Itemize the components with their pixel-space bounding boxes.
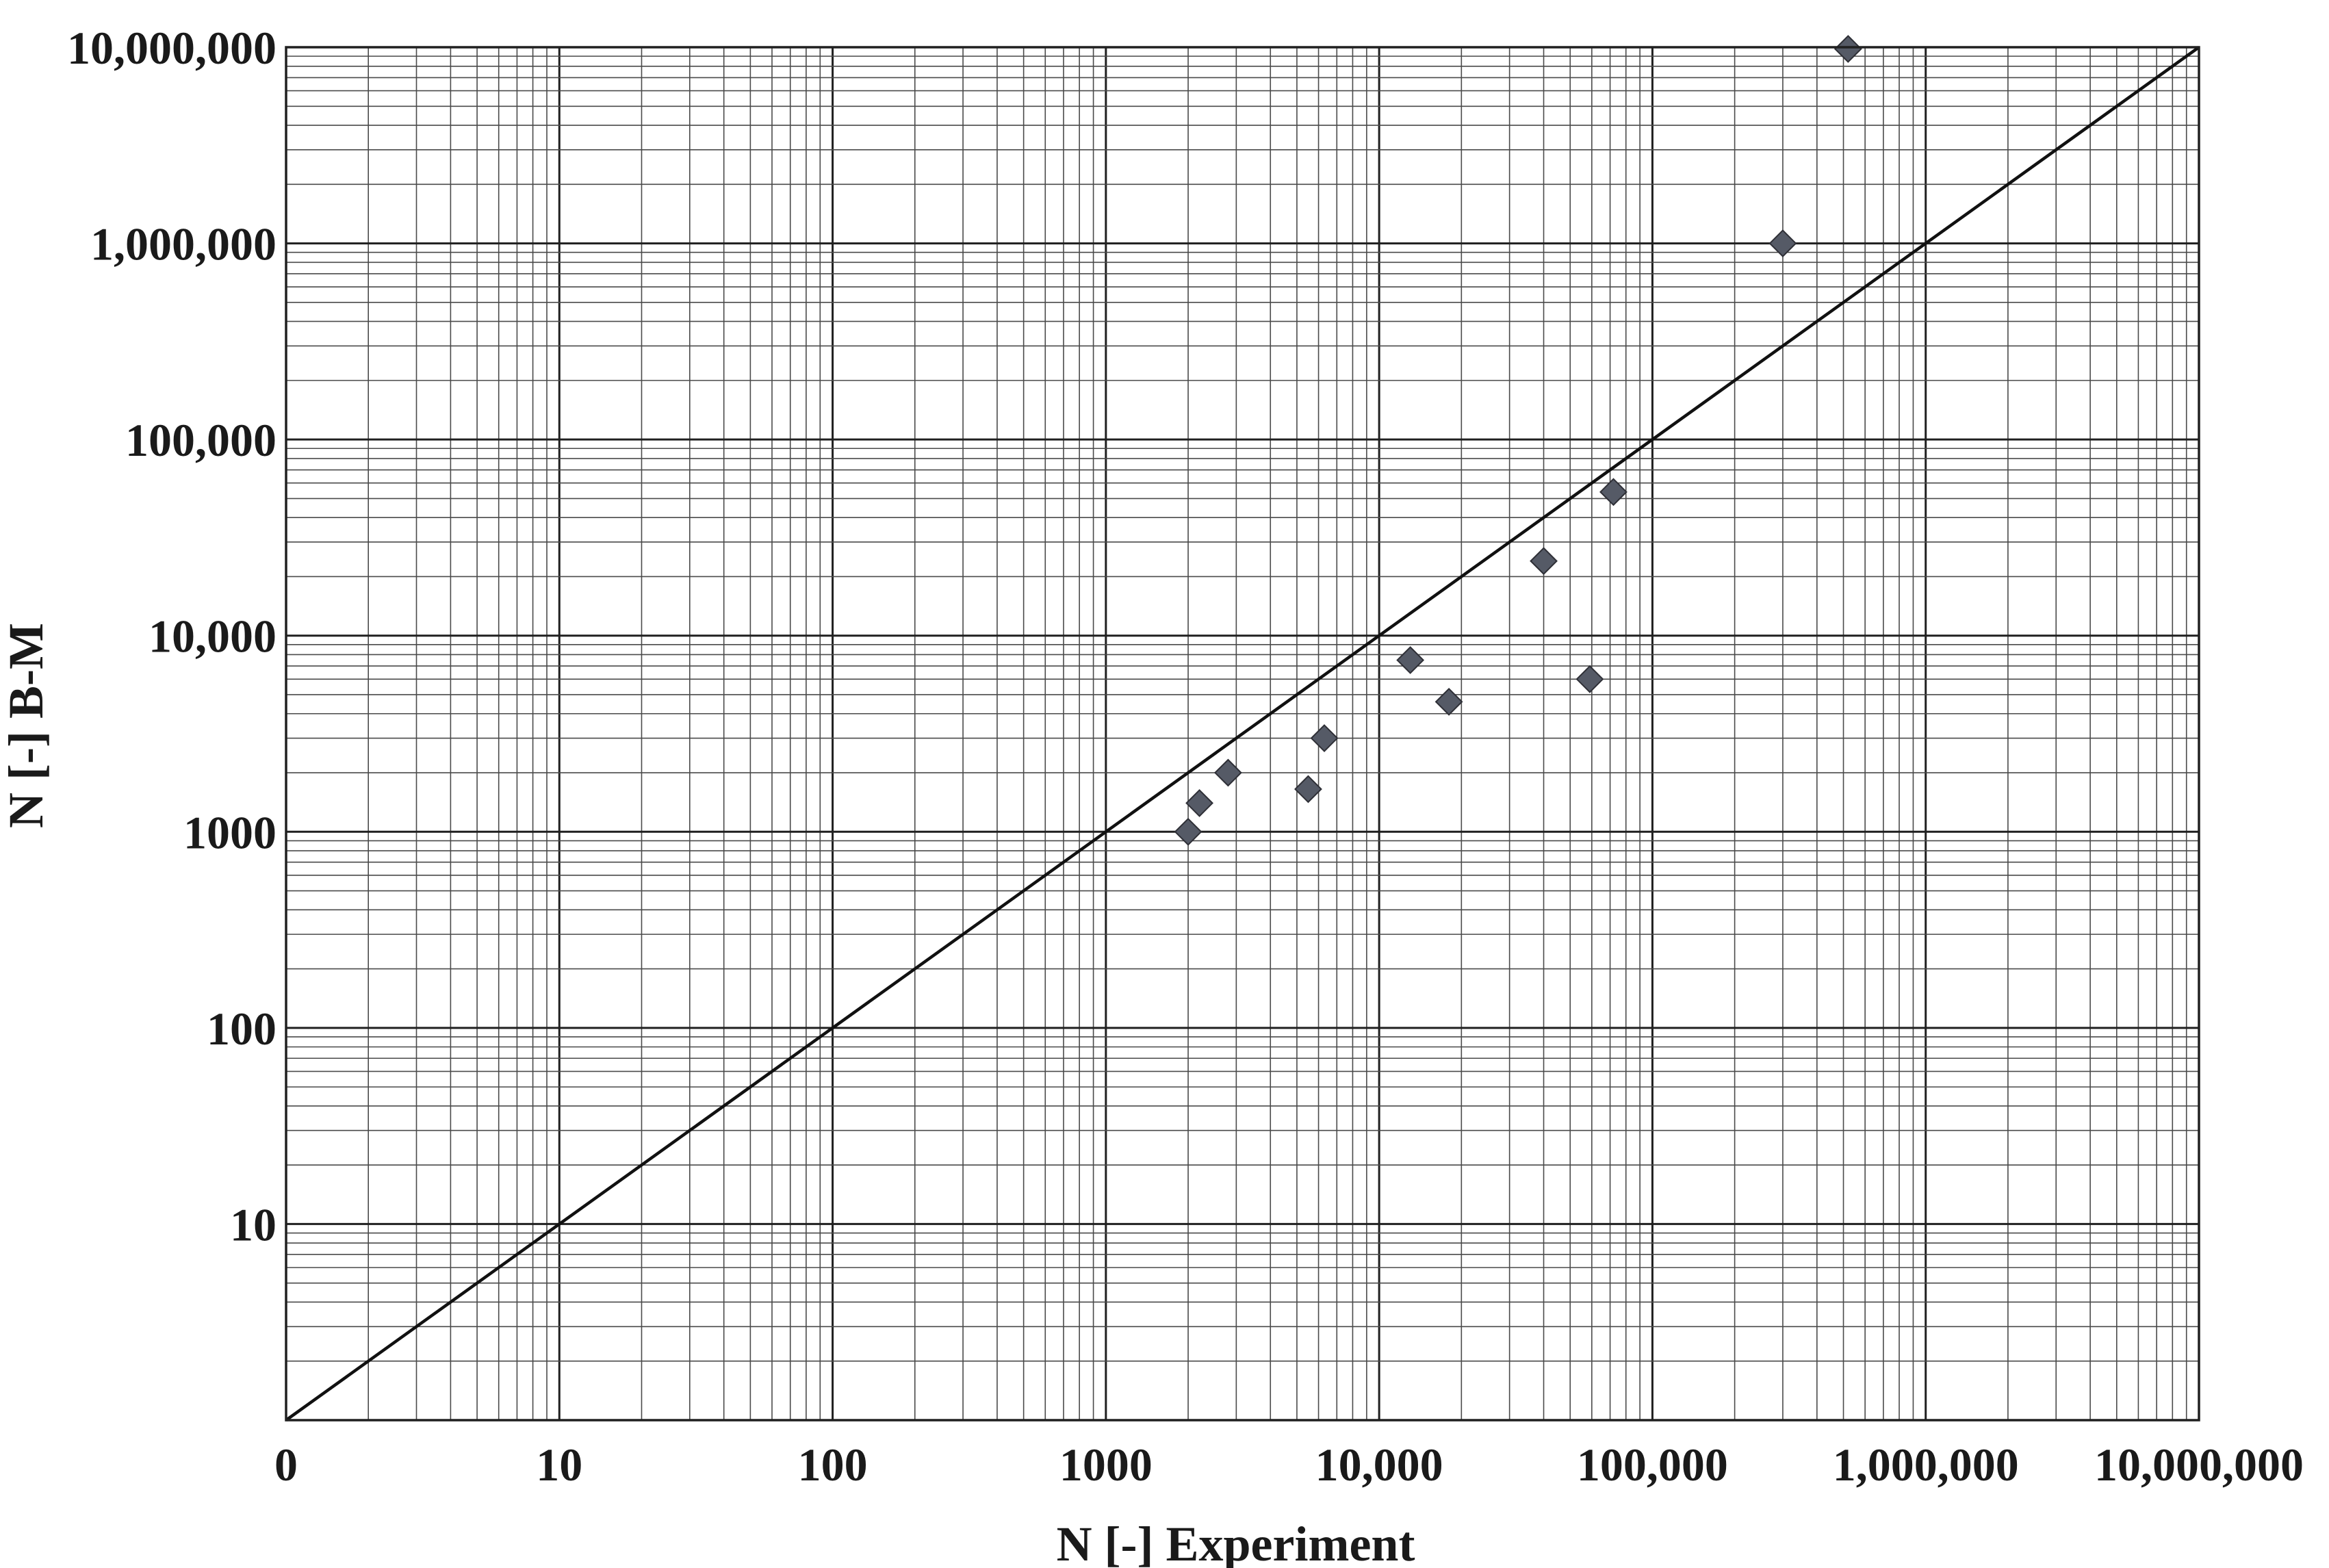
y-tick-label: 100 [207, 1003, 276, 1055]
y-axis-label: N [-] B-M [0, 623, 53, 828]
x-tick-labels: 0 10 100 1000 10,000 100,000 1,000,000 10,000,0… [274, 1439, 2304, 1491]
x-axis-label: N [-] Experiment [1057, 1517, 1415, 1568]
data-point [1575, 665, 1604, 693]
y-tick-label: 1,000,000 [90, 218, 276, 270]
y-tick-label: 100,000 [125, 414, 276, 466]
data-point [1768, 229, 1797, 257]
y-tick-label: 1000 [183, 806, 276, 858]
y-tick-label: 10,000 [149, 611, 276, 663]
x-tick-label: 10,000,000 [2094, 1439, 2304, 1491]
x-tick-label: 1000 [1059, 1439, 1153, 1491]
data-point [1599, 478, 1627, 506]
data-point [1213, 758, 1242, 787]
data-point [1530, 547, 1558, 576]
gridlines [285, 47, 2199, 1422]
data-point [1833, 35, 1862, 63]
x-tick-label: 100 [798, 1439, 868, 1491]
x-tick-label: 10,000 [1315, 1439, 1443, 1491]
data-point [1396, 646, 1425, 674]
data-point [1294, 775, 1322, 804]
data-points [1174, 35, 1862, 846]
reference-line [285, 46, 2200, 1422]
x-tick-label: 10 [536, 1439, 582, 1491]
x-tick-label: 0 [274, 1439, 298, 1491]
y-tick-label: 10,000,000 [67, 22, 276, 74]
data-point [1434, 687, 1463, 716]
x-tick-label: 1,000,000 [1833, 1439, 2019, 1491]
data-point [1185, 788, 1213, 817]
data-point [1174, 817, 1202, 846]
x-tick-label: 100,000 [1577, 1439, 1728, 1491]
data-point [1310, 724, 1339, 752]
y-tick-labels: 10 100 1000 10,000 100,000 1,000,000 10,000,00… [67, 22, 276, 1250]
plot-frame [285, 46, 2200, 1422]
y-tick-label: 10 [230, 1198, 276, 1250]
